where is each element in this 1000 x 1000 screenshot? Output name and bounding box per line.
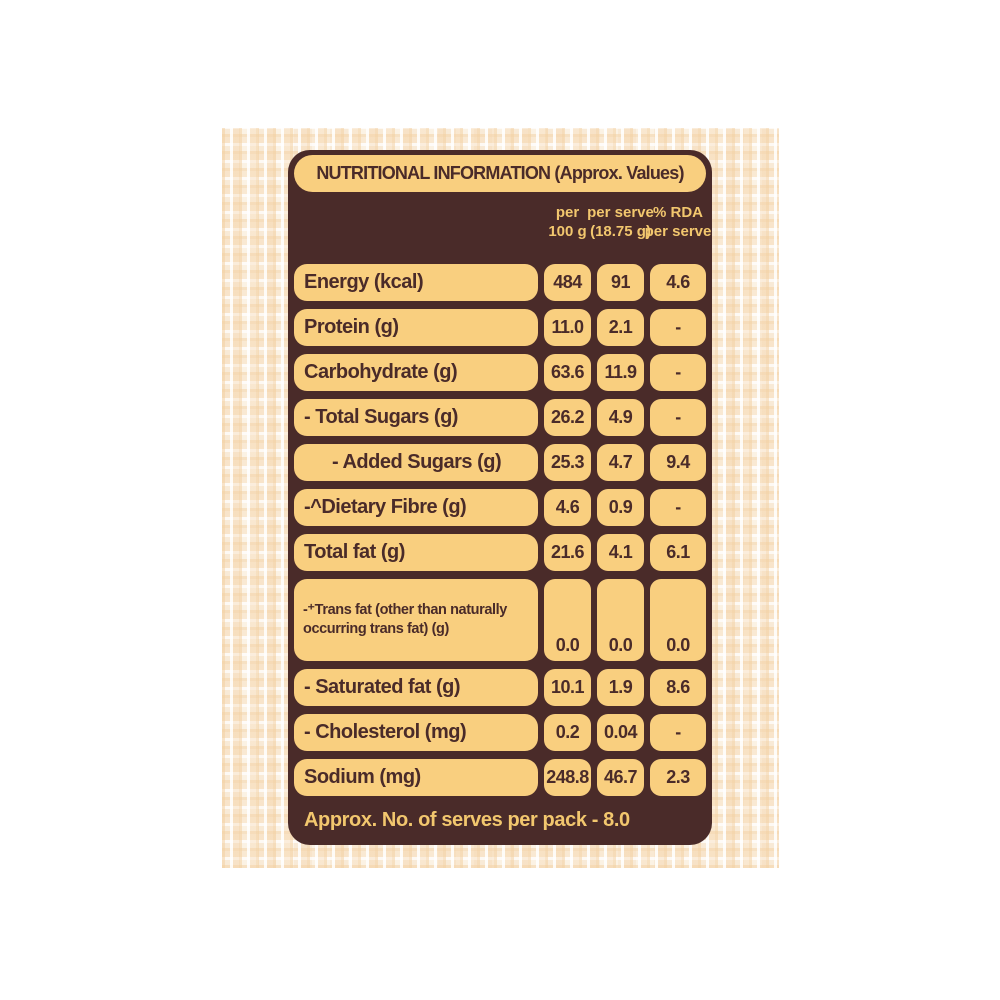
table-row: Carbohydrate (g) 63.6 11.9 - — [294, 354, 706, 391]
value-per-100g: 4.6 — [544, 489, 591, 526]
value-rda-per-serve: 2.3 — [650, 759, 706, 796]
value-per-serve: 1.9 — [597, 669, 644, 706]
row-label: - Saturated fat (g) — [294, 669, 538, 706]
value-per-serve: 0.04 — [597, 714, 644, 751]
value-per-serve: 4.9 — [597, 399, 644, 436]
column-header-line: % RDA — [652, 204, 703, 222]
table-row: - Total Sugars (g) 26.2 4.9 - — [294, 399, 706, 436]
table-row: -⁺Trans fat (other than naturally occurr… — [294, 579, 706, 661]
column-header-line: 100 g — [548, 223, 587, 240]
value-per-serve: 0.9 — [597, 489, 644, 526]
value-per-100g: 26.2 — [544, 399, 591, 436]
value-per-100g: 10.1 — [544, 669, 591, 706]
value-per-100g: 11.0 — [544, 309, 591, 346]
value-per-100g: 0.2 — [544, 714, 591, 751]
value-rda-per-serve: - — [650, 489, 706, 526]
row-label: -⁺Trans fat (other than naturally occurr… — [294, 579, 538, 661]
value-per-serve: 46.7 — [597, 759, 644, 796]
row-label: Sodium (mg) — [294, 759, 538, 796]
value-rda-per-serve: 8.6 — [650, 669, 706, 706]
value-per-100g: 0.0 — [544, 579, 591, 661]
value-rda-per-serve: 9.4 — [650, 444, 706, 481]
value-rda-per-serve: 4.6 — [650, 264, 706, 301]
value-rda-per-serve: 0.0 — [650, 579, 706, 661]
value-rda-per-serve: - — [650, 309, 706, 346]
row-label: - Total Sugars (g) — [294, 399, 538, 436]
column-header-line: per — [555, 204, 580, 222]
row-label: - Added Sugars (g) — [294, 444, 538, 481]
value-rda-per-serve: 6.1 — [650, 534, 706, 571]
column-header-line: per serve — [587, 204, 654, 222]
column-header-line: (18.75 g) — [590, 223, 651, 240]
nutrition-panel: NUTRITIONAL INFORMATION (Approx. Values)… — [288, 150, 712, 845]
table-row: -^Dietary Fibre (g) 4.6 0.9 - — [294, 489, 706, 526]
value-per-serve: 4.1 — [597, 534, 644, 571]
table-row: - Added Sugars (g) 25.3 4.7 9.4 — [294, 444, 706, 481]
column-header-per-serve: per serve (18.75 g) — [587, 204, 654, 242]
table-row: - Cholesterol (mg) 0.2 0.04 - — [294, 714, 706, 751]
value-per-serve: 0.0 — [597, 579, 644, 661]
value-rda-per-serve: - — [650, 354, 706, 391]
row-label: - Cholesterol (mg) — [294, 714, 538, 751]
row-label: Energy (kcal) — [294, 264, 538, 301]
column-header-per-100g: per 100 g — [544, 204, 591, 242]
value-rda-per-serve: - — [650, 399, 706, 436]
row-label: Carbohydrate (g) — [294, 354, 538, 391]
table-row: Protein (g) 11.0 2.1 - — [294, 309, 706, 346]
value-per-serve: 4.7 — [597, 444, 644, 481]
value-per-serve: 91 — [597, 264, 644, 301]
serves-per-pack-note: Approx. No. of serves per pack - 8.0 — [304, 809, 630, 831]
table-row: Energy (kcal) 484 91 4.6 — [294, 264, 706, 301]
row-label: Total fat (g) — [294, 534, 538, 571]
value-per-serve: 11.9 — [597, 354, 644, 391]
value-per-100g: 21.6 — [544, 534, 591, 571]
value-per-100g: 484 — [544, 264, 591, 301]
table-row: Total fat (g) 21.6 4.1 6.1 — [294, 534, 706, 571]
value-per-100g: 25.3 — [544, 444, 591, 481]
value-per-serve: 2.1 — [597, 309, 644, 346]
column-header-rda-per-serve: % RDA per serve — [645, 204, 712, 242]
column-headers: per 100 g per serve (18.75 g) % RDA per … — [294, 192, 712, 254]
table-title: NUTRITIONAL INFORMATION (Approx. Values) — [294, 155, 706, 192]
table-body: Energy (kcal) 484 91 4.6 Protein (g) 11.… — [294, 264, 706, 796]
value-rda-per-serve: - — [650, 714, 706, 751]
table-row: Sodium (mg) 248.8 46.7 2.3 — [294, 759, 706, 796]
column-header-line: per serve — [644, 223, 712, 240]
value-per-100g: 63.6 — [544, 354, 591, 391]
table-row: - Saturated fat (g) 10.1 1.9 8.6 — [294, 669, 706, 706]
row-label: Protein (g) — [294, 309, 538, 346]
row-label: -^Dietary Fibre (g) — [294, 489, 538, 526]
value-per-100g: 248.8 — [544, 759, 591, 796]
